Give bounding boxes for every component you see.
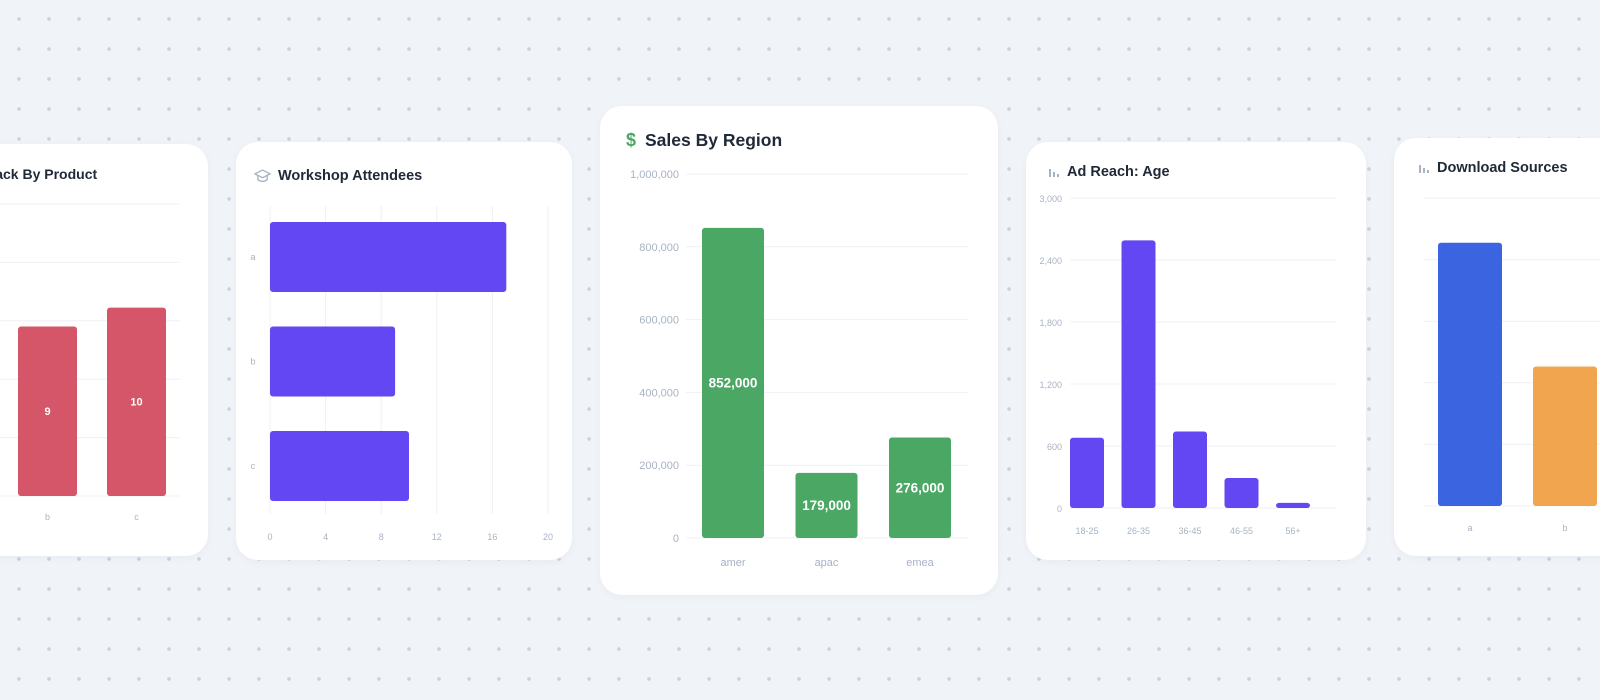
bar bbox=[1070, 437, 1104, 508]
y-tick-label: 600 bbox=[1047, 442, 1062, 452]
dollar-icon: $ bbox=[625, 130, 636, 150]
card-ad-reach-age: Ad Reach: Age 0 600 1,200 1,800 2,400 3,000 18… bbox=[1026, 142, 1366, 560]
feedback-chart: b 9 c 10 bbox=[0, 203, 180, 522]
card-title: Feedback By Product bbox=[0, 166, 97, 182]
card-workshop-attendees: Workshop Attendees 0 4 8 12 16 20 a b c bbox=[236, 142, 572, 560]
bar bbox=[702, 227, 764, 538]
bar-chart-icon bbox=[1418, 162, 1430, 174]
bar bbox=[270, 326, 396, 397]
workshop-title: Workshop Attendees bbox=[278, 168, 423, 184]
x-tick-label: a bbox=[1467, 523, 1472, 533]
x-tick-label: b bbox=[1562, 523, 1567, 533]
y-tick-label: 0 bbox=[1057, 504, 1062, 514]
bar bbox=[270, 431, 409, 501]
y-tick-label: b bbox=[250, 357, 255, 367]
workshop-chart: 0 4 8 12 16 20 a b c bbox=[250, 206, 553, 542]
y-tick-label: 1,800 bbox=[1039, 318, 1062, 328]
y-tick-label: 3,000 bbox=[1039, 194, 1062, 204]
y-tick-label: a bbox=[250, 252, 255, 262]
y-tick-label: 200,000 bbox=[639, 460, 679, 472]
x-tick-label: 36-45 bbox=[1178, 526, 1201, 536]
y-tick-label: 0 bbox=[673, 533, 679, 545]
bar bbox=[107, 307, 166, 496]
y-tick-label: 800,000 bbox=[639, 242, 679, 254]
x-tick-label: 16 bbox=[487, 532, 497, 542]
bar bbox=[270, 222, 507, 292]
x-tick-label: 26-35 bbox=[1127, 526, 1150, 536]
bar bbox=[1224, 478, 1259, 508]
card-title: Workshop Attendees bbox=[254, 168, 422, 184]
x-tick-label: 20 bbox=[543, 532, 553, 542]
x-tick-label: apac bbox=[815, 557, 839, 569]
y-tick-label: 400,000 bbox=[639, 387, 679, 399]
bar bbox=[1438, 242, 1502, 506]
bar bbox=[889, 437, 951, 538]
x-tick-label: 8 bbox=[379, 532, 384, 542]
adreach-title: Ad Reach: Age bbox=[1067, 164, 1170, 180]
data-label: 852,000 bbox=[709, 376, 758, 391]
card-title: $ Sales By Region bbox=[624, 130, 782, 151]
y-tick-label: 1,200 bbox=[1039, 380, 1062, 390]
x-tick-label: b bbox=[45, 512, 50, 522]
y-tick-label: c bbox=[251, 461, 256, 471]
bar bbox=[18, 326, 77, 496]
data-label: 10 bbox=[130, 397, 142, 409]
card-feedback-by-product: Feedback By Product b 9 c 10 bbox=[0, 144, 208, 556]
card-title: Ad Reach: Age bbox=[1048, 164, 1170, 180]
data-label: 276,000 bbox=[896, 480, 945, 495]
x-tick-label: 46-55 bbox=[1230, 526, 1253, 536]
bar bbox=[795, 472, 858, 538]
bar bbox=[1121, 240, 1156, 508]
card-sales-by-region: $ Sales By Region 0 200,000 400,000 600,000… bbox=[600, 106, 998, 595]
downloads-title: Download Sources bbox=[1437, 160, 1568, 176]
x-tick-label: c bbox=[134, 512, 139, 522]
x-tick-label: amer bbox=[720, 557, 745, 569]
y-tick-label: 2,400 bbox=[1039, 256, 1062, 266]
x-tick-label: 56+ bbox=[1285, 526, 1300, 536]
y-tick-label: 1,000,000 bbox=[630, 169, 679, 181]
adreach-chart: 0 600 1,200 1,800 2,400 3,000 18-25 26-35 36-45 4… bbox=[1039, 194, 1336, 536]
bar bbox=[1276, 502, 1310, 508]
bar-chart-icon bbox=[1048, 166, 1060, 178]
card-title: Download Sources bbox=[1418, 160, 1568, 176]
data-label: 179,000 bbox=[802, 498, 851, 513]
x-tick-label: 12 bbox=[432, 532, 442, 542]
graduation-cap-icon bbox=[254, 169, 271, 183]
x-tick-label: 4 bbox=[323, 532, 328, 542]
sales-chart: 0 200,000 400,000 600,000 800,000 1,000,000 am… bbox=[630, 169, 968, 569]
x-tick-label: emea bbox=[906, 557, 934, 569]
x-tick-label: 18-25 bbox=[1075, 526, 1098, 536]
bar bbox=[1533, 366, 1597, 506]
feedback-title: Feedback By Product bbox=[0, 166, 98, 182]
bar bbox=[1173, 431, 1207, 508]
sales-title: Sales By Region bbox=[645, 130, 783, 150]
x-tick-label: 0 bbox=[267, 532, 272, 542]
data-label: 9 bbox=[44, 406, 50, 418]
y-tick-label: 600,000 bbox=[639, 315, 679, 327]
